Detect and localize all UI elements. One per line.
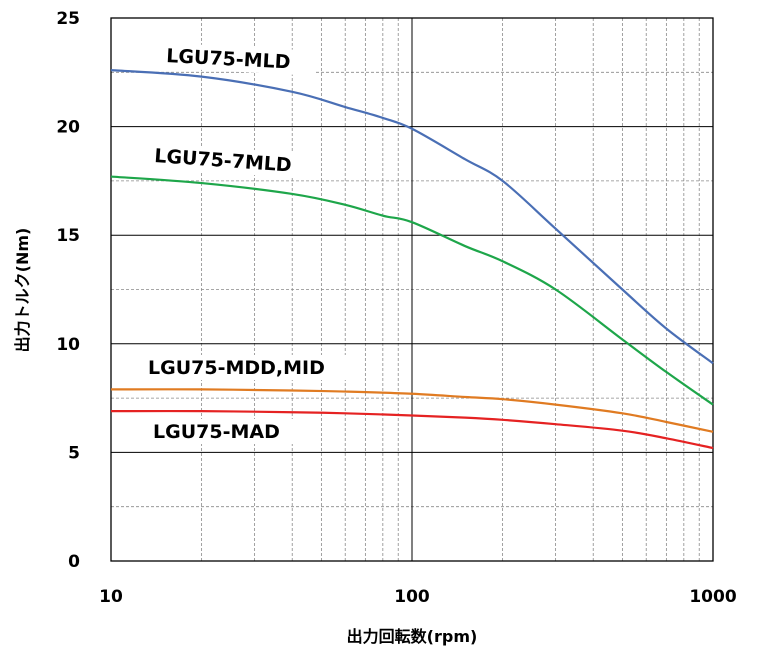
series-label: LGU75-MDD,MID — [148, 357, 325, 379]
y-tick-label: 25 — [56, 9, 80, 29]
series-line-lgu75-mld — [110, 69, 714, 365]
x-tick-label: 1000 — [689, 587, 736, 607]
series-lines — [110, 69, 714, 450]
y-tick-label: 5 — [68, 443, 80, 463]
y-tick-label: 15 — [56, 226, 80, 246]
series-line-lgu75-mdd-mid — [110, 388, 714, 433]
series-label-background — [145, 355, 355, 380]
x-tick-labels: 10 100 1000 — [99, 587, 737, 607]
y-tick-label: 20 — [56, 118, 80, 138]
y-axis-title: 出力トルク(Nm) — [13, 228, 32, 353]
series-label-background — [150, 419, 306, 444]
x-tick-label: 10 — [99, 587, 123, 607]
series-label-group: LGU75-MAD — [150, 419, 306, 444]
series-line-lgu75-mad — [110, 409, 714, 450]
y-tick-label: 10 — [56, 335, 80, 355]
series-label-background — [150, 142, 320, 180]
series-label-group: LGU75-MDD,MID — [145, 355, 355, 380]
series-label: LGU75-MAD — [153, 421, 280, 443]
series-label-background — [162, 42, 316, 76]
series-line-lgu75-7mld — [110, 175, 714, 406]
plot-frame — [110, 17, 714, 562]
x-tick-label: 100 — [394, 587, 430, 607]
series-label-group: LGU75-MLD — [162, 42, 316, 76]
x-axis-title: 出力回転数(rpm) — [347, 627, 478, 646]
y-tick-label: 0 — [68, 552, 80, 572]
y-tick-labels: 0 5 10 15 20 25 — [56, 9, 80, 572]
